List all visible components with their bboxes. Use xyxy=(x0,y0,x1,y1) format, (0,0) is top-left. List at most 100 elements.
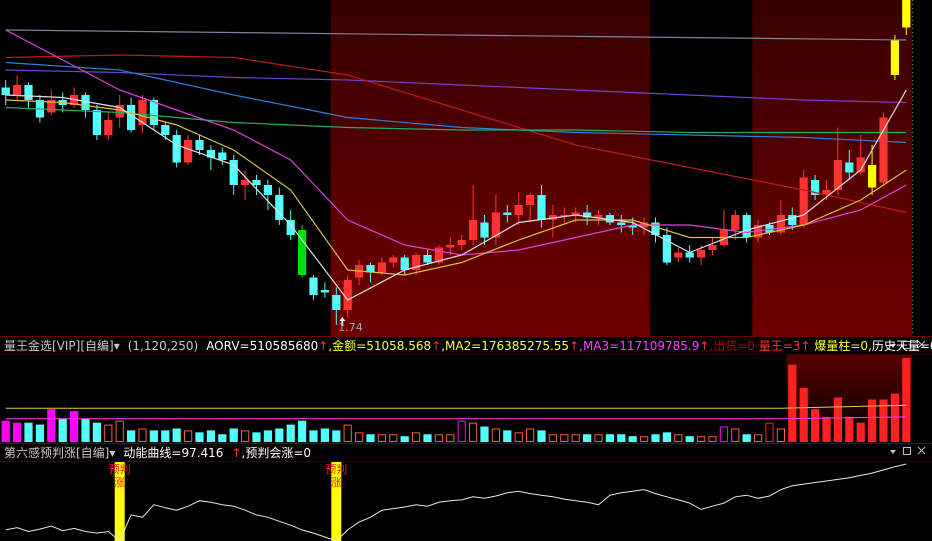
indicator-legend-item: 爆量柱=0 xyxy=(810,339,869,353)
close-button[interactable] xyxy=(917,446,926,455)
volume-bar xyxy=(765,422,774,442)
candle-body xyxy=(115,105,124,118)
volume-bar xyxy=(822,416,831,442)
candle-body xyxy=(343,280,352,310)
volume-bar xyxy=(605,434,615,442)
candle-body xyxy=(765,225,774,233)
candle-body xyxy=(149,100,159,125)
volume-bar xyxy=(799,387,808,442)
low-price-label: 1.74 xyxy=(338,321,363,334)
maximize-button[interactable] xyxy=(903,447,911,455)
moving-average-line xyxy=(5,89,907,301)
volume-bar xyxy=(833,397,843,442)
indicator-legend-item: ↑ xyxy=(318,339,329,353)
candle-body xyxy=(47,100,56,113)
volume-bar xyxy=(788,364,797,442)
volume-bar xyxy=(411,432,421,443)
highlight-zone xyxy=(330,0,650,336)
indicator-legend-item: 量王金选[VIP][自编]▾ xyxy=(4,339,120,353)
candle-body xyxy=(12,85,22,95)
volume-bar xyxy=(354,432,364,443)
dropdown-button[interactable] xyxy=(890,450,896,454)
volume-bar xyxy=(366,434,375,442)
candle-body xyxy=(389,257,398,263)
volume-bar xyxy=(400,436,409,442)
candle-body xyxy=(309,277,318,295)
moving-average-line xyxy=(5,106,907,134)
volume-bar xyxy=(309,430,318,442)
candle-body xyxy=(218,152,227,160)
volume-bar xyxy=(742,434,751,442)
candle-body xyxy=(879,117,888,183)
volume-bar xyxy=(149,430,159,442)
candle-body xyxy=(81,95,90,110)
candle-body xyxy=(845,162,854,173)
volume-bar xyxy=(320,428,330,442)
volume-bar xyxy=(252,432,261,442)
volume-bar xyxy=(674,434,683,442)
volume-bar xyxy=(81,418,90,442)
candle-body xyxy=(480,222,489,238)
candle-body xyxy=(320,290,330,293)
volume-average-line xyxy=(5,404,907,409)
candle-body xyxy=(651,222,660,235)
candle-body xyxy=(503,212,512,215)
volume-bar xyxy=(343,424,352,443)
volume-bar xyxy=(195,432,204,442)
volume-bar xyxy=(503,430,512,442)
volume-bar xyxy=(776,428,786,443)
candle-body xyxy=(514,205,523,215)
panel-header: 量王金选[VIP][自编]▾ (1,120,250) AORV=510585680↑… xyxy=(4,338,932,354)
candle-body xyxy=(229,160,238,185)
candle-body xyxy=(411,255,421,270)
indicator-legend-item: ,MA3=117109785.9 xyxy=(579,339,700,353)
moving-average-line xyxy=(5,99,907,276)
volume-bar xyxy=(480,426,489,442)
indicator-legend-item: 动能曲线=97.416 xyxy=(123,446,224,460)
volume-bar xyxy=(491,428,501,443)
candle-body xyxy=(628,225,637,228)
volume-bar xyxy=(514,432,523,443)
signal-bar xyxy=(114,462,125,541)
candle-body xyxy=(605,215,615,223)
candle-body xyxy=(788,215,797,225)
volume-bar xyxy=(617,434,626,442)
volume-bar xyxy=(525,428,535,443)
volume-bar xyxy=(206,430,216,442)
signal-label: 预判涨 xyxy=(108,463,131,489)
candle-body xyxy=(92,110,102,135)
volume-bar xyxy=(104,424,113,443)
candle-body xyxy=(263,185,273,195)
volume-bar xyxy=(685,436,694,442)
candle-body xyxy=(297,230,307,275)
candle-body xyxy=(24,85,33,100)
candle-body xyxy=(571,212,580,215)
moving-average-line xyxy=(5,69,907,104)
chart-panel xyxy=(5,462,907,541)
candle-body xyxy=(240,180,250,185)
volume-bar xyxy=(1,420,10,442)
indicator-legend-item: ,预判会涨=0 xyxy=(241,446,312,460)
volume-bar xyxy=(47,409,56,442)
volume-bar xyxy=(719,426,729,442)
indicator-legend-item: ↑ xyxy=(569,339,580,353)
indicator-legend-item: 量王=3 xyxy=(754,339,801,353)
candle-body xyxy=(161,125,170,135)
indicator-legend-item: ,金额=51058.568 xyxy=(328,339,432,353)
close-button[interactable] xyxy=(917,340,926,349)
candle-body xyxy=(104,120,113,135)
indicator-legend-item: ↑ xyxy=(231,446,242,460)
candle-body xyxy=(594,215,603,218)
chart-panel xyxy=(1,0,912,336)
indicator-legend-item: AORV=510585680 xyxy=(206,339,319,353)
candle-body xyxy=(252,180,261,185)
volume-bar xyxy=(240,430,250,442)
dropdown-button[interactable] xyxy=(890,344,896,348)
volume-bar xyxy=(286,424,295,442)
panel-header: 第六感预判涨[自编]▾ 动能曲线=97.416 ↑,预判会涨=0 xyxy=(4,445,311,461)
indicator-legend-item: ↑ xyxy=(800,339,811,353)
maximize-button[interactable] xyxy=(903,341,911,349)
candle-body xyxy=(708,245,717,250)
